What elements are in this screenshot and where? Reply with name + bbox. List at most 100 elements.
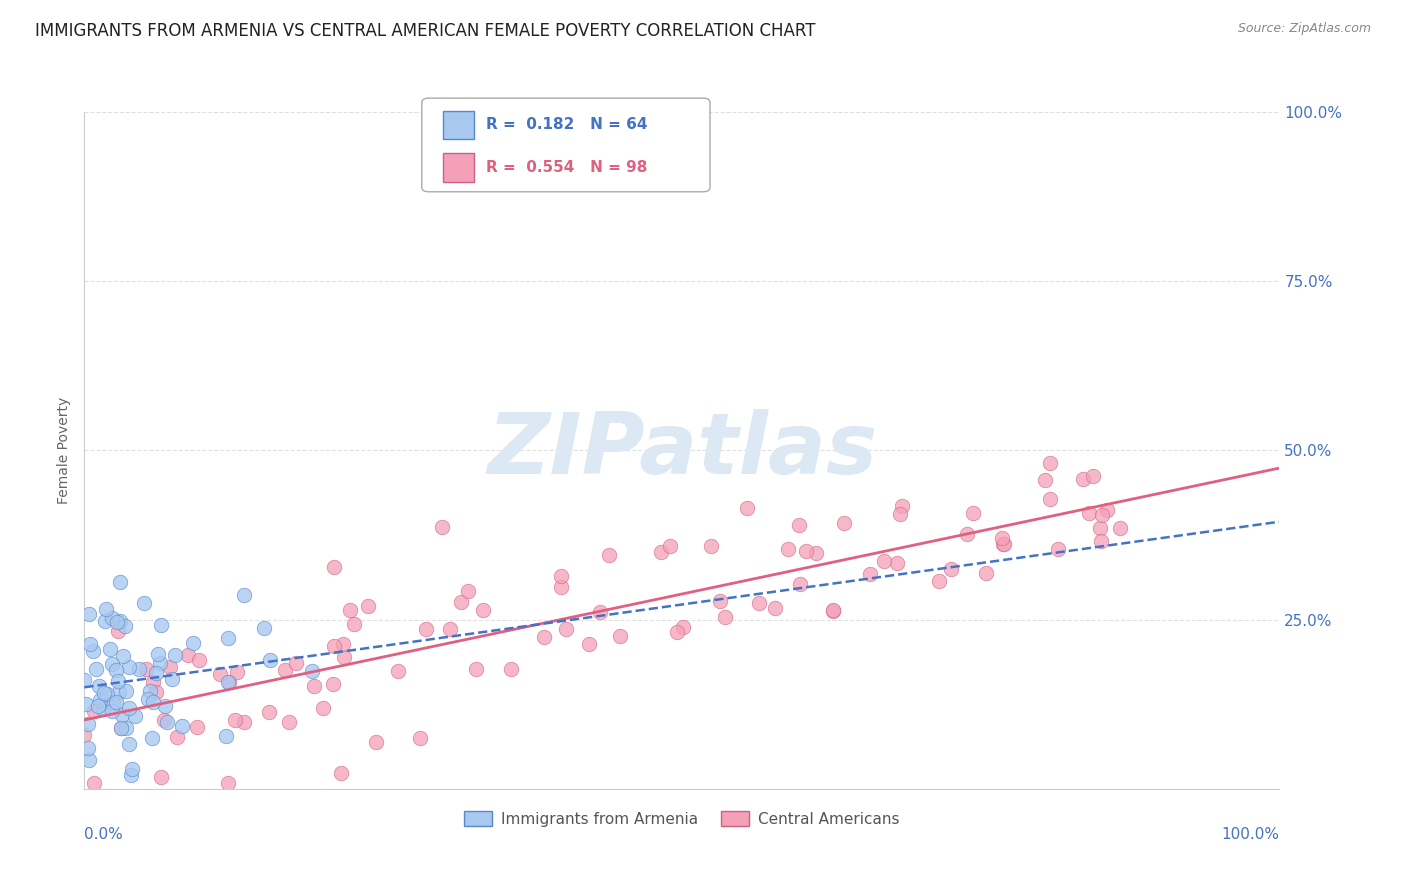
Point [499, 662, 522, 676]
Point [96, 687, 118, 701]
Point [1033, 473, 1056, 487]
Point [666, 625, 689, 640]
Point [387, 664, 409, 678]
Point [177, 648, 200, 662]
Point [134, 596, 156, 610]
Point [257, 705, 280, 719]
Point [217, 775, 239, 789]
Point [1088, 521, 1111, 535]
Point [142, 695, 165, 709]
Point [858, 567, 880, 582]
Point [823, 603, 845, 617]
Point [1090, 534, 1112, 549]
Point [159, 659, 181, 673]
Point [120, 768, 142, 782]
Point [873, 554, 896, 568]
Point [252, 621, 274, 635]
Point [439, 622, 461, 636]
Point [356, 599, 378, 614]
Point [170, 719, 193, 733]
Point [974, 566, 997, 581]
Point [364, 735, 387, 749]
Point [1081, 469, 1104, 483]
Point [110, 721, 132, 735]
Point [115, 684, 138, 698]
Point [928, 574, 950, 588]
Point [163, 648, 186, 662]
Point [218, 674, 240, 689]
Point [763, 601, 786, 615]
Text: ZIPatlas: ZIPatlas [486, 409, 877, 492]
Point [93, 686, 115, 700]
Point [217, 674, 239, 689]
Point [302, 679, 325, 693]
Point [748, 596, 770, 610]
Point [149, 770, 172, 784]
Point [166, 730, 188, 744]
Text: 100.0%: 100.0% [1222, 827, 1279, 842]
Point [114, 619, 136, 633]
Point [208, 666, 231, 681]
Point [153, 713, 176, 727]
Point [714, 610, 737, 624]
Point [118, 737, 141, 751]
Point [188, 653, 211, 667]
Text: R =  0.554   N = 98: R = 0.554 N = 98 [486, 161, 648, 175]
Point [465, 662, 488, 676]
Point [117, 700, 139, 714]
Point [457, 583, 479, 598]
Point [832, 516, 855, 530]
Point [153, 699, 176, 714]
Point [148, 648, 170, 662]
Point [672, 620, 695, 634]
Point [886, 556, 908, 570]
Point [215, 729, 238, 743]
Point [323, 639, 346, 653]
Point [956, 526, 979, 541]
Point [145, 665, 167, 680]
Point [87, 698, 110, 713]
Point [415, 622, 437, 636]
Point [96, 601, 118, 615]
Point [709, 594, 731, 608]
Point [105, 663, 128, 677]
Point [128, 662, 150, 676]
Point [889, 508, 911, 522]
Point [112, 648, 135, 663]
Point [105, 695, 128, 709]
Point [650, 545, 672, 559]
Point [450, 595, 472, 609]
Point [259, 653, 281, 667]
Point [108, 685, 131, 699]
Point [160, 672, 183, 686]
Point [1091, 508, 1114, 522]
Point [83, 704, 105, 718]
Text: R =  0.182   N = 64: R = 0.182 N = 64 [486, 118, 648, 132]
Point [1071, 472, 1094, 486]
Point [993, 537, 1015, 551]
Point [578, 637, 600, 651]
Point [224, 713, 246, 727]
Point [89, 693, 111, 707]
Point [233, 714, 256, 729]
Point [274, 663, 297, 677]
Point [150, 617, 173, 632]
Point [550, 581, 572, 595]
Point [110, 614, 132, 628]
Point [993, 537, 1015, 551]
Point [891, 499, 914, 513]
Point [322, 677, 344, 691]
Point [135, 662, 157, 676]
Point [141, 731, 163, 745]
Point [138, 691, 160, 706]
Point [101, 704, 124, 718]
Point [472, 603, 495, 617]
Point [225, 665, 247, 680]
Point [75, 697, 97, 711]
Point [186, 720, 208, 734]
Point [823, 604, 845, 618]
Point [1078, 506, 1101, 520]
Point [107, 673, 129, 688]
Point [339, 602, 361, 616]
Point [1039, 491, 1062, 506]
